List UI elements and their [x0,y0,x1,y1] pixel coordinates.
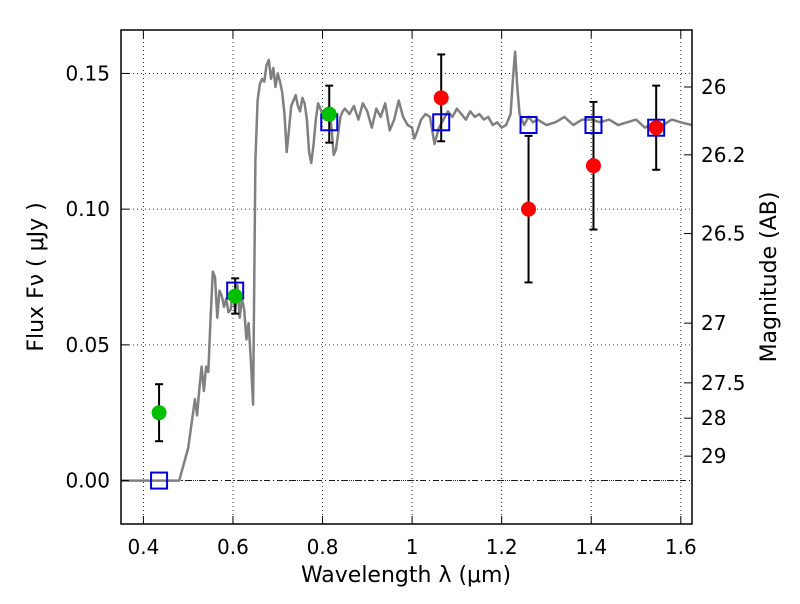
model-square-4 [519,116,538,134]
x-axis-title: Wavelength λ (μm) [301,563,511,588]
data-point-red-0 [433,90,449,106]
magnitude-tick-label-0: 26 [701,75,726,99]
model-square-3 [432,113,451,132]
y-tick-label-0: 0.00 [65,469,110,493]
plot-frame [120,29,693,525]
y-tick-label-1: 0.05 [65,333,110,357]
magnitude-tick-label-3: 27 [701,311,726,335]
plot-border [120,29,693,525]
model-spectrum-layer [121,50,692,482]
errorbar-layer [155,53,661,443]
x-tick-label-4: 1.2 [486,535,518,559]
x-tick-label-2: 0.8 [307,535,339,559]
model-square-layer [150,113,666,490]
data-point-green-0 [151,405,167,421]
x-tick-label-0: 0.4 [127,535,159,559]
magnitude-tick-label-5: 28 [701,406,726,430]
y-axis-title: Flux Fν ( μJy ) [24,202,49,351]
data-point-red-3 [648,120,664,136]
model-square-0 [150,471,169,490]
model-spectrum-line [121,50,692,482]
y-tick-label-3: 0.15 [65,61,110,85]
right-axis-title: Magnitude (AB) [757,192,782,363]
x-tick-label-6: 1.6 [665,535,697,559]
model-square-5 [584,116,603,134]
grid-layer [121,30,692,524]
x-tick-label-5: 1.4 [575,535,607,559]
magnitude-tick-label-1: 26.2 [701,143,746,167]
x-tick-label-3: 1 [406,535,419,559]
magnitude-tick-label-2: 26.5 [701,222,746,246]
data-point-red-2 [585,158,601,174]
data-point-green-2 [321,106,337,122]
data-point-red-1 [521,201,537,217]
data-point-layer [151,90,664,421]
model-square-6 [647,118,666,137]
x-tick-label-1: 0.6 [217,535,249,559]
magnitude-tick-label-6: 29 [701,444,726,468]
tick-layer: 0.4 0.6 0.8 1 1.2 1.4 1.6 0.00 0.05 0.10 0.15 26 26.… [65,30,746,559]
magnitude-tick-label-4: 27.5 [701,371,746,395]
y-tick-label-2: 0.10 [65,197,110,221]
data-point-green-1 [227,288,243,304]
